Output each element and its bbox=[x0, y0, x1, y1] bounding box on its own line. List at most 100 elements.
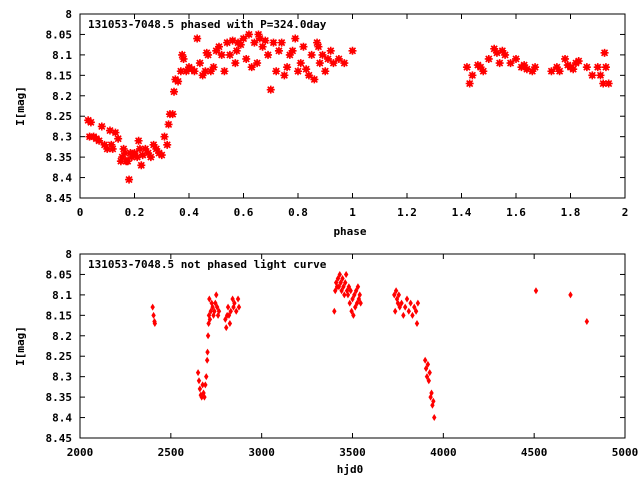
y-tick-label: 8.15 bbox=[46, 309, 73, 322]
data-point bbox=[216, 307, 222, 315]
data-points bbox=[150, 270, 590, 422]
x-axis-ticks: 0 0.2 0.4 0.6 0.8 1 1.2 1.4 1.6 1.8 2 bbox=[77, 14, 629, 219]
data-point-star bbox=[302, 65, 311, 74]
data-point-star bbox=[531, 63, 540, 72]
chart-title: 131053-7048.5 phased with P=324.0day bbox=[88, 18, 327, 31]
data-point-star bbox=[190, 67, 199, 76]
y-tick-label: 8.2 bbox=[52, 90, 72, 103]
data-point bbox=[404, 295, 410, 303]
data-point-star bbox=[547, 67, 556, 76]
data-point-star bbox=[266, 85, 275, 94]
data-point-star bbox=[258, 42, 267, 51]
y-axis-ticks: 8 8.05 8.1 8.15 8.2 8.25 8.3 8.35 8.4 8.45 bbox=[46, 8, 625, 205]
data-point-star bbox=[120, 149, 129, 158]
x-tick-label: 0.8 bbox=[288, 206, 308, 219]
data-point-star bbox=[170, 87, 179, 96]
data-point-star bbox=[118, 153, 127, 162]
data-point-star bbox=[465, 79, 474, 88]
data-point bbox=[425, 360, 431, 368]
data-point-star bbox=[296, 59, 305, 68]
plot-frame bbox=[79, 13, 626, 199]
data-point-star bbox=[236, 40, 245, 49]
data-point bbox=[195, 369, 201, 377]
data-point-star bbox=[134, 136, 143, 145]
data-point-star bbox=[512, 54, 520, 63]
y-tick-label: 8.3 bbox=[52, 131, 72, 144]
y-tick-label: 8.05 bbox=[46, 268, 73, 281]
data-point bbox=[432, 414, 437, 422]
data-point-star bbox=[294, 67, 302, 76]
data-point-star bbox=[283, 63, 292, 72]
data-point-star bbox=[329, 59, 338, 68]
x-tick-label: 3000 bbox=[248, 446, 275, 459]
x-tick-label: 2 bbox=[622, 206, 629, 219]
data-point-star bbox=[220, 67, 229, 76]
data-point-star bbox=[209, 63, 218, 72]
data-point bbox=[202, 393, 207, 401]
data-point bbox=[200, 381, 205, 389]
x-tick-label: 0.6 bbox=[234, 206, 254, 219]
data-point-star bbox=[334, 54, 343, 63]
data-point bbox=[392, 307, 398, 315]
data-point-star bbox=[168, 110, 177, 119]
x-tick-label: 4000 bbox=[430, 446, 457, 459]
data-point-star bbox=[600, 48, 609, 57]
data-point-star bbox=[97, 122, 106, 131]
data-point bbox=[410, 311, 415, 319]
x-tick-label: 1.6 bbox=[506, 206, 526, 219]
data-point-star bbox=[179, 54, 188, 63]
data-point bbox=[348, 287, 353, 295]
data-point-star bbox=[231, 59, 240, 68]
data-point-star bbox=[274, 46, 283, 55]
data-point bbox=[207, 295, 212, 303]
data-point-star bbox=[492, 48, 501, 57]
data-point-star bbox=[506, 59, 515, 68]
data-point-star bbox=[223, 38, 232, 47]
data-point-star bbox=[522, 65, 531, 74]
data-point-star bbox=[582, 63, 591, 72]
data-point-star bbox=[490, 44, 499, 53]
data-point bbox=[234, 307, 239, 315]
data-point-star bbox=[125, 175, 134, 184]
data-point-star bbox=[528, 67, 537, 76]
y-tick-label: 8.25 bbox=[46, 350, 73, 363]
data-point-star bbox=[291, 34, 300, 43]
data-point bbox=[342, 291, 347, 299]
data-point bbox=[431, 397, 436, 405]
data-point-star bbox=[198, 71, 207, 80]
y-tick-label: 8.25 bbox=[46, 110, 73, 123]
data-point bbox=[196, 377, 202, 385]
data-point-star bbox=[247, 63, 256, 72]
y-tick-label: 8.4 bbox=[52, 172, 72, 185]
data-point-star bbox=[277, 38, 286, 47]
data-point-star bbox=[261, 36, 270, 45]
data-point-star bbox=[310, 75, 319, 84]
data-point-star bbox=[569, 65, 578, 74]
x-axis-ticks: 2000 2500 3000 3500 4000 4500 5000 bbox=[67, 254, 638, 459]
data-point bbox=[231, 303, 236, 311]
data-point-star bbox=[264, 50, 273, 59]
data-point-star bbox=[141, 144, 150, 153]
x-tick-label: 1.8 bbox=[561, 206, 581, 219]
data-point bbox=[406, 307, 412, 315]
data-point bbox=[568, 291, 573, 299]
data-point bbox=[393, 287, 399, 295]
data-point-star bbox=[299, 42, 308, 51]
data-point bbox=[347, 299, 352, 307]
data-point-star bbox=[204, 50, 213, 59]
data-point-star bbox=[114, 134, 123, 143]
data-point bbox=[584, 317, 590, 325]
y-tick-label: 8.05 bbox=[46, 28, 73, 41]
data-point bbox=[207, 315, 213, 323]
y-tick-label: 8 bbox=[65, 248, 72, 261]
data-point-star bbox=[593, 63, 602, 72]
data-point-star bbox=[144, 149, 153, 158]
y-tick-label: 8.35 bbox=[46, 151, 73, 164]
data-point-star bbox=[250, 38, 259, 47]
x-tick-label: 4500 bbox=[521, 446, 548, 459]
data-point-star bbox=[254, 30, 263, 39]
y-tick-label: 8.1 bbox=[52, 289, 72, 302]
x-tick-label: 1 bbox=[349, 206, 356, 219]
plot-frame bbox=[79, 253, 626, 439]
